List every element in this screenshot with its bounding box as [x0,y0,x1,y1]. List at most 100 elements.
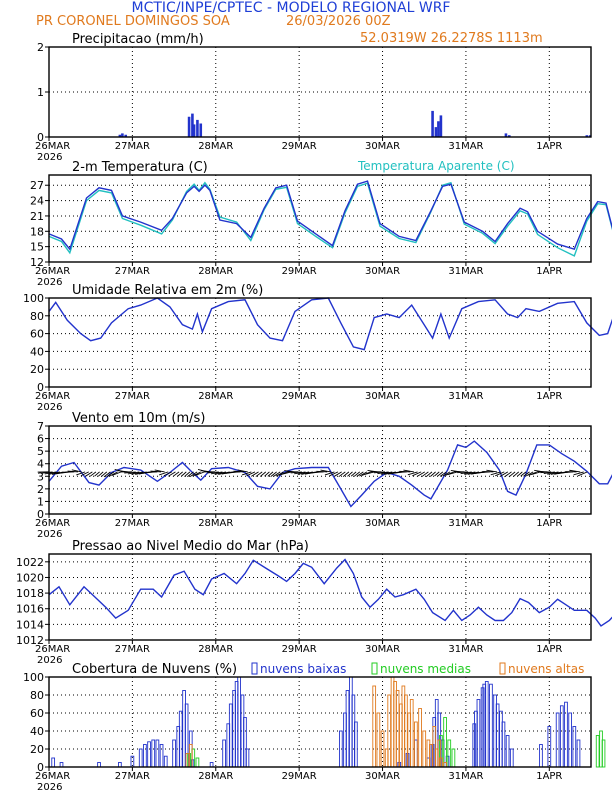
wind-vector [181,471,187,477]
panel-frame [48,425,592,515]
x-day-label: 1APR [536,391,562,402]
x-start-label: 26MAR [35,518,70,529]
wind-vector [353,471,361,477]
wind-vector [495,471,505,477]
wind-vector [547,471,559,475]
x-day-label: 30MAR [365,644,400,655]
cloud-bar-nuvens-medias [195,757,200,768]
cloud-bar-nuvens-baixas [143,744,147,768]
wind-vector [347,471,353,477]
wind-vector [573,471,584,476]
x-day-label: 29MAR [282,644,317,655]
x-day-label: 27MAR [115,391,150,402]
cloud-bar-nuvens-baixas [178,710,183,768]
wind-vector [439,471,447,477]
wind-vector [324,471,335,476]
cloud-bar-nuvens-baixas [539,744,543,768]
cloud-bar-nuvens-baixas [345,690,350,768]
cloud-bar-nuvens-baixas [555,712,560,768]
precip-bar [121,133,124,137]
precip-bar [199,123,203,137]
wind-vector [97,471,104,477]
x-day-label: 29MAR [282,391,317,402]
wind-vector [329,471,339,477]
x-day-label: 27MAR [115,518,150,529]
y-tick-label: 6 [37,433,44,446]
wind-vector [214,471,227,475]
cloud-bar-nuvens-medias [595,735,600,768]
y-tick-label: 20 [30,743,44,756]
header-station-name: PR CORONEL DOMINGOS SOA [36,14,230,29]
series-line-temperatura-aparente-c- [48,181,612,257]
precip-bar [434,127,438,137]
wind-vector [154,469,165,473]
cloud-bar-nuvens-medias [451,748,456,768]
x-year-label: 2026 [37,152,62,163]
precip-bar [588,135,592,137]
cloud-bar-nuvens-altas [422,730,427,768]
cloud-bar-nuvens-baixas [568,712,573,768]
wind-vector [467,471,480,475]
panel-frame [48,553,592,641]
cloud-bar-nuvens-altas [372,685,377,768]
cloud-bar-nuvens-medias [601,739,606,768]
x-day-label: 1APR [536,518,562,529]
x-day-label: 28MAR [198,771,233,782]
panel-title: Pressao ao Nivel Medio do Mar (hPa) [72,539,309,554]
wind-vector [150,470,162,473]
y-tick-label: 15 [30,241,44,254]
legend-label-nuvens-altas: nuvens altas [508,662,584,676]
cloud-bar-nuvens-baixas [501,721,506,768]
x-start-label: 26MAR [35,771,70,782]
wind-vector [434,471,440,477]
x-day-label: 27MAR [115,141,150,152]
cloud-bar-nuvens-baixas [509,748,514,768]
y-tick-label: 18 [30,225,44,238]
series-line-vento-em-10m-m-s- [48,440,612,508]
cloud-bar-nuvens-baixas [547,726,552,768]
y-tick-label: 0 [37,508,44,521]
wind-vector [531,471,541,475]
y-tick-label: 2 [37,483,44,496]
wind-vector [168,471,176,477]
x-day-label: 28MAR [198,518,233,529]
x-day-label: 31MAR [448,518,483,529]
wind-vector [251,471,259,477]
series-line-2-m-temperatura-c- [48,180,612,251]
wind-vector [430,471,436,477]
y-tick-label: 1012 [16,634,44,647]
cloud-bar-nuvens-baixas [138,748,143,768]
x-day-label: 31MAR [448,266,483,277]
cloud-bar-nuvens-baixas [572,726,577,768]
x-start-label: 26MAR [35,141,70,152]
wind-vector [338,471,346,478]
wind-vector [177,471,183,477]
x-day-label: 30MAR [365,266,400,277]
cloud-bar-nuvens-baixas [51,757,56,768]
cloud-bar-nuvens-baixas [476,699,481,768]
cloud-bar-nuvens-baixas [222,739,226,768]
x-day-label: 29MAR [282,141,317,152]
wind-vector [490,471,501,476]
wind-vector [189,471,198,478]
header-coordinates: 52.0319W 26.2278S 1113m [360,31,543,46]
wind-vector [416,471,426,477]
precip-bar [191,113,194,137]
x-day-label: 1APR [536,141,562,152]
x-day-label: 1APR [536,771,562,782]
x-day-label: 28MAR [198,644,233,655]
x-year-label: 2026 [37,529,62,540]
precip-bar [585,135,589,137]
cloud-bar-nuvens-baixas [228,703,233,768]
wind-vector [486,469,498,473]
panel-frame [48,297,592,388]
legend-swatch-nuvens-altas [499,662,506,675]
wind-vector [316,470,328,473]
panel-title: Precipitacao (mm/h) [72,32,204,47]
wind-vector [508,471,516,478]
